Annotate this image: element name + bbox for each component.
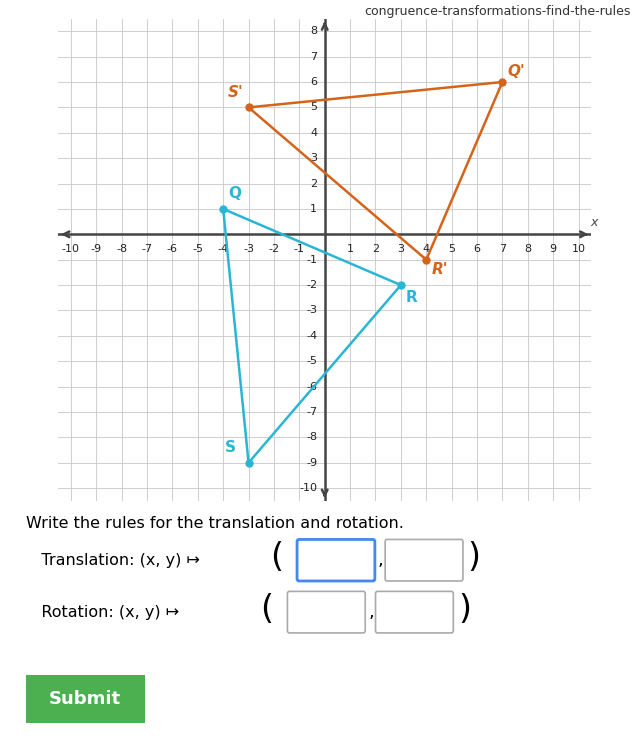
Text: -9: -9 xyxy=(91,244,102,255)
Text: 9: 9 xyxy=(550,244,557,255)
Text: 7: 7 xyxy=(499,244,506,255)
Text: S: S xyxy=(225,440,236,455)
Text: ,: , xyxy=(368,603,374,621)
Text: 10: 10 xyxy=(572,244,586,255)
Text: -4: -4 xyxy=(306,331,317,341)
Text: -5: -5 xyxy=(192,244,203,255)
Text: 7: 7 xyxy=(310,52,317,62)
Text: R': R' xyxy=(431,262,448,278)
Text: -9: -9 xyxy=(306,458,317,467)
Text: 4: 4 xyxy=(422,244,430,255)
Text: -7: -7 xyxy=(141,244,152,255)
Text: ): ) xyxy=(458,594,471,626)
Text: -10: -10 xyxy=(62,244,80,255)
Text: Translation: (x, y) ↦: Translation: (x, y) ↦ xyxy=(26,553,199,568)
Text: -8: -8 xyxy=(306,433,317,442)
Text: 2: 2 xyxy=(372,244,379,255)
FancyBboxPatch shape xyxy=(20,673,150,726)
Text: -1: -1 xyxy=(306,255,317,265)
Text: 5: 5 xyxy=(310,102,317,112)
Text: -3: -3 xyxy=(243,244,254,255)
Text: -6: -6 xyxy=(167,244,178,255)
Text: (: ( xyxy=(270,542,283,574)
Text: (: ( xyxy=(260,594,273,626)
Text: Rotation: (x, y) ↦: Rotation: (x, y) ↦ xyxy=(26,605,179,620)
Text: Submit: Submit xyxy=(49,690,122,709)
Text: 1: 1 xyxy=(310,204,317,214)
Text: 4: 4 xyxy=(310,128,317,138)
Text: 5: 5 xyxy=(448,244,455,255)
Text: 1: 1 xyxy=(347,244,354,255)
Text: 6: 6 xyxy=(473,244,480,255)
Text: -2: -2 xyxy=(306,280,317,290)
Text: congruence-transformations-find-the-rules: congruence-transformations-find-the-rule… xyxy=(364,5,630,19)
Text: -1: -1 xyxy=(294,244,305,255)
Text: -4: -4 xyxy=(217,244,229,255)
Text: ,: , xyxy=(378,551,384,569)
Text: 3: 3 xyxy=(310,153,317,163)
Text: -8: -8 xyxy=(116,244,127,255)
Text: 8: 8 xyxy=(310,26,317,36)
Text: -3: -3 xyxy=(306,306,317,315)
Text: -7: -7 xyxy=(306,407,317,417)
Text: S': S' xyxy=(228,85,244,99)
Text: -6: -6 xyxy=(306,381,317,392)
Text: -10: -10 xyxy=(299,483,317,493)
Text: 8: 8 xyxy=(524,244,531,255)
Text: R: R xyxy=(406,290,418,305)
Text: -5: -5 xyxy=(306,356,317,367)
Text: 6: 6 xyxy=(310,77,317,87)
Text: -2: -2 xyxy=(268,244,280,255)
Text: Q: Q xyxy=(228,186,241,201)
Text: 2: 2 xyxy=(310,179,317,188)
Text: ): ) xyxy=(467,542,480,574)
Text: Write the rules for the translation and rotation.: Write the rules for the translation and … xyxy=(26,516,404,531)
Text: x: x xyxy=(590,216,597,229)
Text: Q': Q' xyxy=(507,65,525,79)
Text: 3: 3 xyxy=(397,244,404,255)
